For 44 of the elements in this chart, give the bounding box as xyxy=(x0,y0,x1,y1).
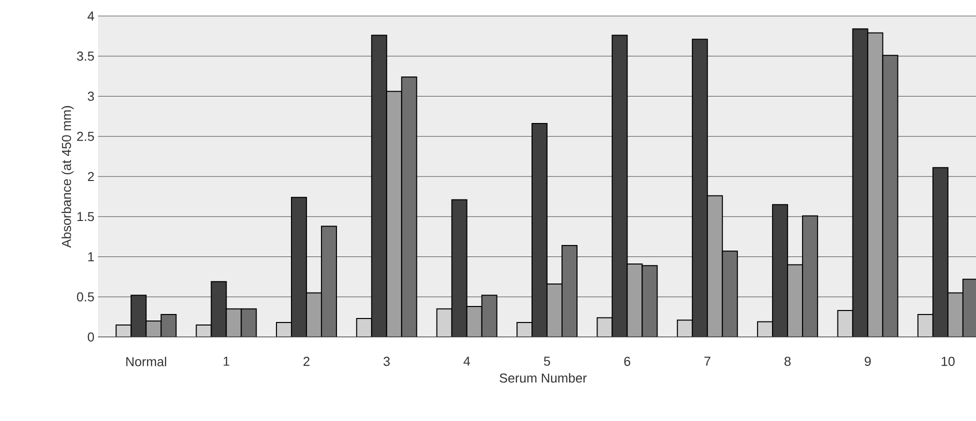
x-tick-label: 1 xyxy=(224,356,230,366)
x-tick-label: 9 xyxy=(864,356,871,366)
x-tick-label: 5 xyxy=(544,356,550,366)
y-tick-label: 2 xyxy=(88,172,94,182)
x-tick-label: 4 xyxy=(464,356,470,366)
bar xyxy=(882,54,898,337)
y-axis-title: Absorbance (at 450 mm) xyxy=(62,106,74,248)
x-tick-label: 10 xyxy=(942,356,955,366)
bar xyxy=(802,215,818,337)
y-tick-label: 1.5 xyxy=(77,212,94,222)
bar xyxy=(837,310,854,337)
bar xyxy=(546,284,563,337)
bar xyxy=(401,76,418,337)
bar xyxy=(706,195,723,337)
bar xyxy=(320,226,337,337)
x-tick-label: 2 xyxy=(304,356,310,366)
y-tick-label: 3.5 xyxy=(76,52,94,61)
x-axis-title: Serum Number xyxy=(500,373,587,383)
bar xyxy=(722,250,738,337)
bar xyxy=(466,306,482,337)
y-tick-label: 4 xyxy=(88,12,94,20)
bar xyxy=(626,263,643,337)
x-tick-label: 7 xyxy=(704,356,710,366)
x-tick-label: 6 xyxy=(624,356,630,366)
bar xyxy=(867,32,884,337)
y-tick-label: 0 xyxy=(88,332,94,342)
bar xyxy=(241,308,256,337)
bar xyxy=(386,90,402,337)
bar xyxy=(787,264,804,337)
x-tick-label: Normal xyxy=(126,356,166,366)
x-tick-label: 3 xyxy=(384,356,390,366)
bar xyxy=(596,317,613,337)
bar xyxy=(642,265,658,337)
bar xyxy=(226,308,242,337)
bar xyxy=(481,294,498,337)
y-tick-label: 0.5 xyxy=(76,292,94,302)
y-tick-label: 3 xyxy=(88,92,94,101)
bar xyxy=(436,308,452,337)
x-tick-label: 8 xyxy=(784,356,791,366)
y-tick-label: 2.5 xyxy=(77,132,94,141)
bar xyxy=(947,292,964,337)
bar xyxy=(306,292,322,337)
bar xyxy=(562,245,578,337)
y-tick-label: 1 xyxy=(88,252,94,262)
